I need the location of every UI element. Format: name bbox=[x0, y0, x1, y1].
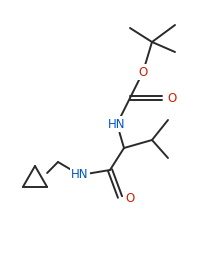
Text: HN: HN bbox=[71, 168, 89, 182]
Text: O: O bbox=[138, 66, 148, 78]
Text: HN: HN bbox=[108, 118, 126, 131]
Text: O: O bbox=[167, 91, 176, 104]
Text: O: O bbox=[125, 193, 134, 205]
